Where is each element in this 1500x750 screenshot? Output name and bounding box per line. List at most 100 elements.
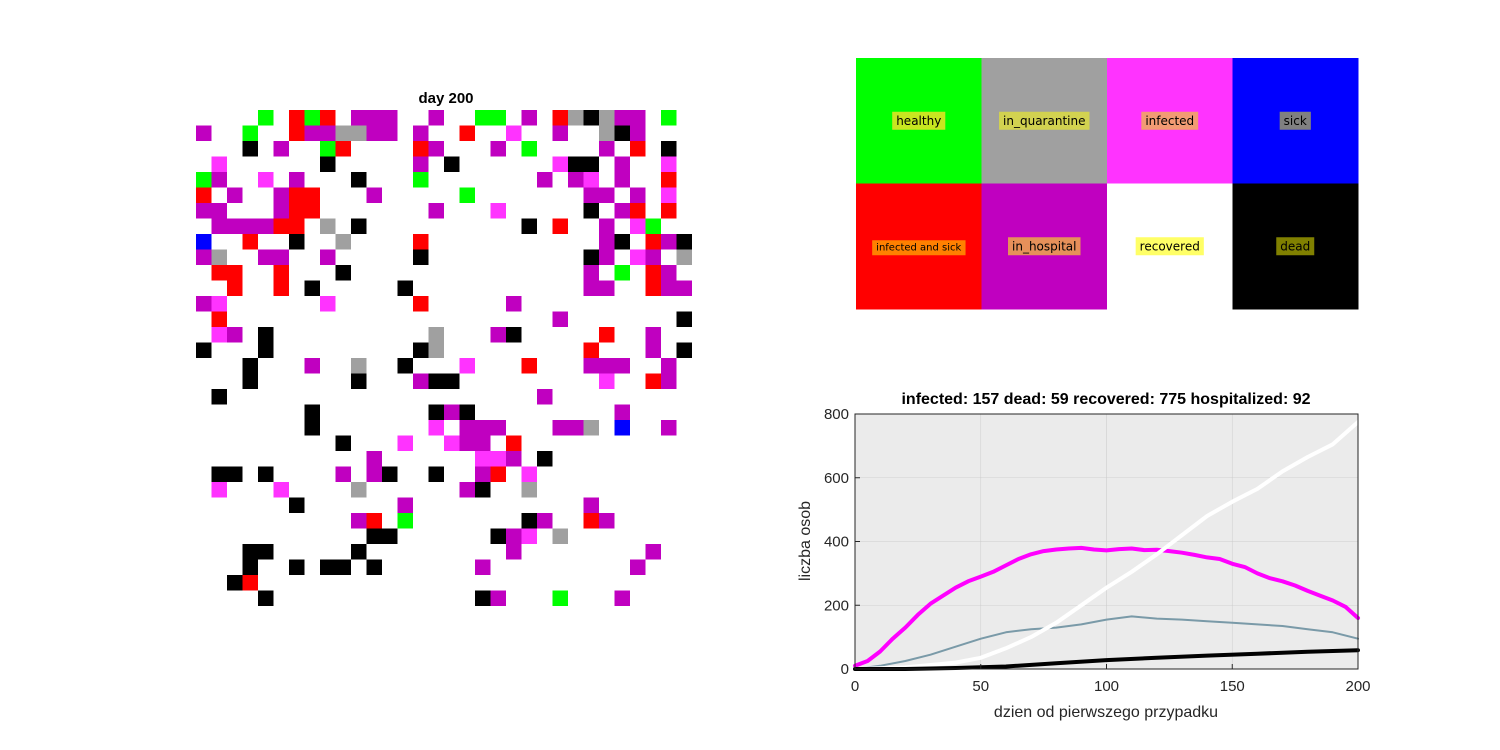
grid-cell-infected-and-sick: [289, 187, 305, 203]
grid-cell-in-quarantine: [599, 110, 615, 126]
grid-cell-infected-and-sick: [273, 265, 289, 281]
grid-cell-in-hospital: [351, 513, 367, 529]
y-tick-label: 0: [841, 661, 849, 678]
legend-label: infected: [1145, 114, 1194, 128]
grid-cell-in-quarantine: [351, 482, 367, 498]
grid-cell-dead: [521, 513, 537, 529]
grid-cell-in-hospital: [366, 187, 382, 203]
grid-cell-infected: [521, 466, 537, 482]
grid-cell-infected-and-sick: [583, 342, 599, 358]
grid-cell-healthy: [397, 513, 413, 529]
grid-cell-dead: [676, 234, 692, 250]
grid-cell-dead: [568, 156, 584, 172]
grid-cell-in-hospital: [537, 389, 553, 405]
grid-cell-in-hospital: [583, 497, 599, 513]
y-tick-labels: 0 200 400 600 800: [824, 406, 860, 678]
grid-cell-infected-and-sick: [413, 141, 429, 157]
grid-cell-in-hospital: [382, 110, 398, 126]
y-tick-label: 400: [824, 534, 849, 551]
series-line-2: [854, 615, 1359, 670]
grid-cell-in-hospital: [490, 327, 506, 343]
grid-cell-dead: [258, 342, 274, 358]
grid-cell-in-hospital: [506, 451, 522, 467]
grid-cell-infected-and-sick: [413, 296, 429, 312]
grid-cell-infected-and-sick: [645, 373, 661, 389]
grid-cell-dead: [289, 559, 305, 575]
grid-cell-in-hospital: [645, 544, 661, 560]
grid-cell-dead: [475, 590, 491, 606]
grid-cell-dead: [382, 466, 398, 482]
grid-cell-infected: [490, 203, 506, 219]
grid-cell-in-hospital: [413, 125, 429, 141]
grid-cell-infected: [521, 528, 537, 544]
grid-cell-in-hospital: [583, 280, 599, 296]
grid-cell-infected-and-sick: [413, 234, 429, 250]
grid-cell-in-hospital: [599, 234, 615, 250]
grid-cell-in-hospital: [211, 203, 227, 219]
grid-cell-in-hospital: [630, 559, 646, 575]
grid-cell-infected: [397, 435, 413, 451]
series-lines: [853, 420, 1360, 671]
grid-cell-in-hospital: [614, 203, 630, 219]
grid-cell-infected-and-sick: [661, 203, 677, 219]
grid-cell-healthy: [552, 590, 568, 606]
grid-cell-infected-and-sick: [227, 280, 243, 296]
grid-cell-in-hospital: [475, 466, 491, 482]
grid-cell-infected-and-sick: [242, 575, 258, 591]
grid-cell-in-hospital: [568, 420, 584, 436]
grid-cell-infected-and-sick: [552, 218, 568, 234]
grid-cell-dead: [537, 451, 553, 467]
grid-cell-in-hospital: [676, 280, 692, 296]
grid-cell-in-hospital: [599, 249, 615, 265]
grid-cell-in-hospital: [661, 420, 677, 436]
grid-cell-in-hospital: [614, 156, 630, 172]
grid-cell-healthy: [459, 187, 475, 203]
grid-cell-in-hospital: [459, 482, 475, 498]
grid-cell-in-hospital: [614, 590, 630, 606]
grid-cell-in-hospital: [196, 203, 212, 219]
grid-cell-infected-and-sick: [583, 513, 599, 529]
grid-cell-infected-and-sick: [289, 218, 305, 234]
grid-cell-in-quarantine: [428, 342, 444, 358]
grid-cell-infected-and-sick: [227, 265, 243, 281]
grid-cell-in-hospital: [583, 358, 599, 374]
grid-cell-infected-and-sick: [521, 358, 537, 374]
grid-cell-dead: [242, 141, 258, 157]
grid-cell-in-hospital: [490, 420, 506, 436]
grid-cell-in-hospital: [413, 373, 429, 389]
grid-cell-in-hospital: [521, 110, 537, 126]
grid-cell-in-hospital: [645, 327, 661, 343]
legend-label-box: [1135, 237, 1204, 256]
grid-cell-in-hospital: [227, 187, 243, 203]
grid-cell-dead: [382, 528, 398, 544]
grid-cell-dead: [475, 482, 491, 498]
grid-cell-infected: [211, 327, 227, 343]
grid-cell-in-quarantine: [583, 420, 599, 436]
legend-label: healthy: [896, 114, 941, 128]
grid-cell-dead: [351, 218, 367, 234]
grid-cell-in-hospital: [475, 559, 491, 575]
y-tick-label: 200: [824, 597, 849, 614]
grid-cell-infected-and-sick: [490, 466, 506, 482]
grid-cell-in-quarantine: [428, 327, 444, 343]
grid-cell-in-hospital: [506, 528, 522, 544]
grid-cell-in-hospital: [552, 420, 568, 436]
grid-cell-in-hospital: [537, 172, 553, 188]
grid-cell-in-hospital: [335, 466, 351, 482]
grid-cell-infected: [630, 218, 646, 234]
grid-cell-in-hospital: [196, 296, 212, 312]
grid-cell-in-hospital: [366, 466, 382, 482]
grid-cell-infected-and-sick: [599, 327, 615, 343]
grid-cell-sick: [196, 234, 212, 250]
grid-cell-in-hospital: [428, 203, 444, 219]
grid-cell-in-hospital: [661, 373, 677, 389]
grid-cell-dead: [521, 218, 537, 234]
grid-cell-in-hospital: [568, 172, 584, 188]
grid-cell-infected: [258, 172, 274, 188]
legend-label: dead: [1280, 239, 1310, 253]
grid-cell-infected-and-sick: [630, 203, 646, 219]
x-tick-label: 150: [1220, 678, 1245, 695]
grid-cell-in-hospital: [459, 420, 475, 436]
grid-title: day 200: [418, 90, 473, 107]
grid-cell-dead: [242, 358, 258, 374]
